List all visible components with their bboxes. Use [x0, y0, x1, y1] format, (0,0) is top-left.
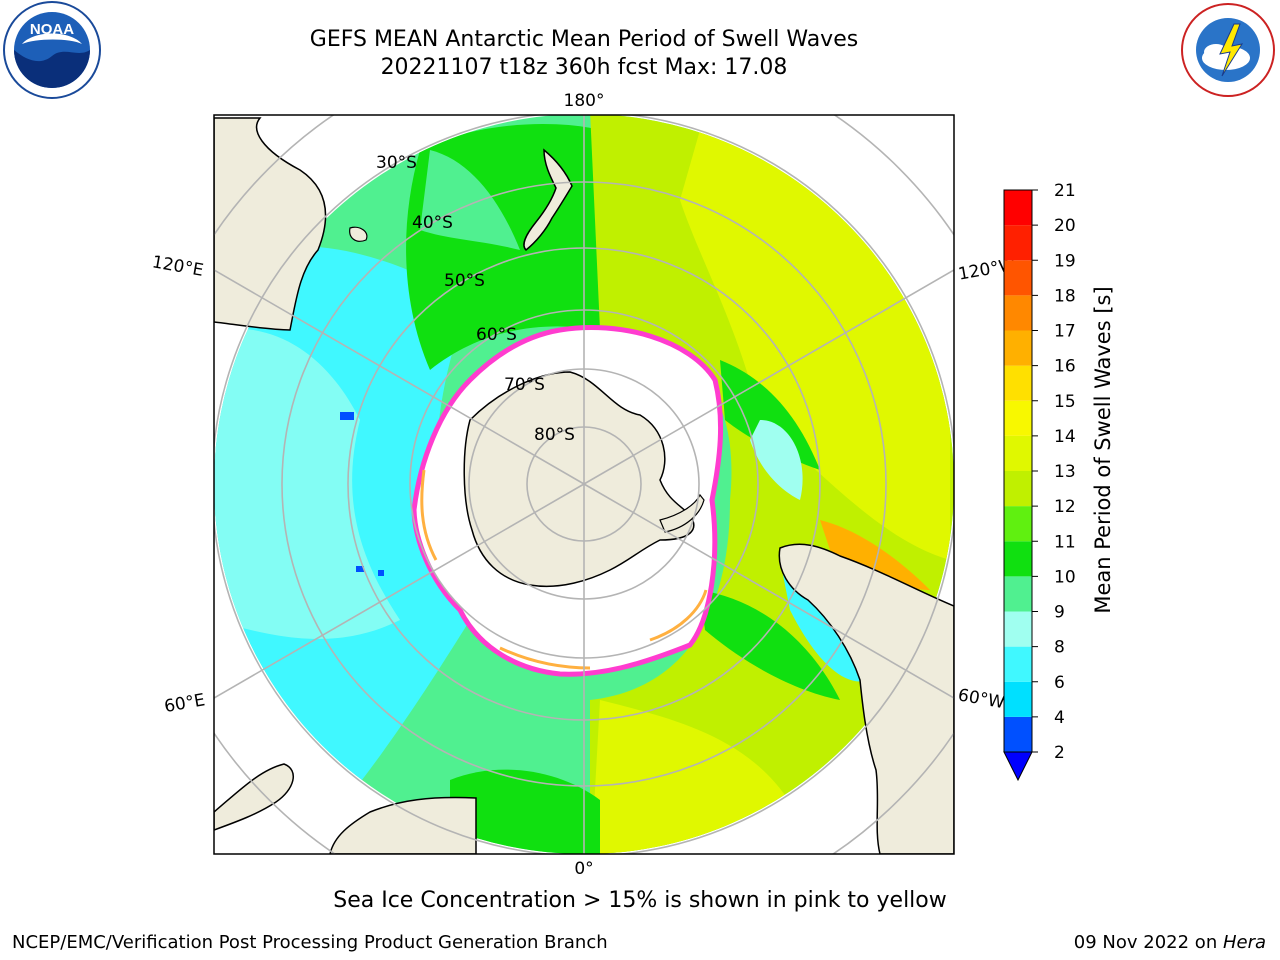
- colorbar: 2 4 6 8 9 10 11 12 13 14 15 16 17 18 19 20 21: [1003, 181, 1076, 782]
- footer-date: 09 Nov 2022 on Hera: [1074, 932, 1266, 953]
- colorbar-tick-label: 21: [1054, 181, 1076, 201]
- lat-label-70s: 70°S: [504, 375, 545, 395]
- colorbar-segment: [1004, 611, 1032, 647]
- nws-logo: [1181, 3, 1275, 97]
- colorbar-segment: [1004, 716, 1032, 752]
- colorbar-segment: [1004, 576, 1032, 612]
- madagascar: [214, 763, 294, 831]
- colorbar-segment: [1004, 681, 1032, 717]
- chart-title: GEFS MEAN Antarctic Mean Period of Swell…: [309, 27, 859, 52]
- footer-host: Hera: [1222, 932, 1266, 953]
- lon-label-60w: 60°W: [956, 685, 1006, 713]
- noaa-logo: NOAA: [3, 1, 101, 99]
- colorbar-segment: [1004, 365, 1032, 401]
- colorbar-segment: [1004, 471, 1032, 507]
- lat-label-30s: 30°S: [376, 153, 417, 173]
- colorbar-segment: [1004, 190, 1032, 226]
- colorbar-segment: [1004, 646, 1032, 682]
- colorbar-tick-label: 17: [1054, 322, 1076, 342]
- lat-label-80s: 80°S: [534, 425, 575, 445]
- south-america: [778, 543, 954, 854]
- colorbar-tick-label: 14: [1054, 427, 1076, 447]
- colorbar-tick-label: 18: [1054, 286, 1076, 306]
- colorbar-segment: [1004, 260, 1032, 296]
- colorbar-tick-label: 12: [1054, 497, 1076, 517]
- lat-label-60s: 60°S: [476, 325, 517, 345]
- colorbar-tick-label: 4: [1054, 708, 1065, 728]
- colorbar-tick-label: 11: [1054, 532, 1076, 552]
- svg-text:NOAA: NOAA: [30, 21, 74, 38]
- ice-edge: [411, 325, 724, 677]
- lon-label-180: 180°: [564, 91, 605, 111]
- colorbar-segment: [1004, 541, 1032, 577]
- sea-ice-caption: Sea Ice Concentration > 15% is shown in …: [333, 888, 947, 913]
- colorbar-segment: [1004, 295, 1032, 331]
- new-zealand: [523, 148, 573, 252]
- lon-label-120e: 120°E: [151, 252, 205, 281]
- colorbar-segment: [1004, 225, 1032, 261]
- footer-date-text: 09 Nov 2022 on: [1073, 932, 1223, 953]
- colorbar-tick-label: 8: [1054, 638, 1065, 658]
- map-frame: [213, 114, 955, 855]
- lat-label-40s: 40°S: [412, 213, 453, 233]
- colorbar-tick-label: 10: [1054, 567, 1076, 587]
- colorbar-tick-label: 16: [1054, 357, 1076, 377]
- colorbar-segment: [1004, 506, 1032, 542]
- colorbar-segment: [1004, 330, 1032, 366]
- footer-credit: NCEP/EMC/Verification Post Processing Pr…: [12, 932, 608, 953]
- colorbar-tick-label: 20: [1054, 216, 1076, 236]
- australia: [214, 117, 327, 331]
- chart-subtitle: 20221107 t18z 360h fcst Max: 17.08: [380, 55, 788, 80]
- colorbar-label: Mean Period of Swell Waves [s]: [1091, 286, 1115, 613]
- colorbar-segment: [1004, 435, 1032, 471]
- colorbar-tick-label: 6: [1054, 673, 1065, 693]
- antarctica: [463, 371, 695, 588]
- lon-label-0: 0°: [574, 859, 593, 879]
- longitude-grid: [214, 115, 954, 854]
- colorbar-tick-label: 15: [1054, 392, 1076, 412]
- colorbar-segment: [1004, 400, 1032, 436]
- colorbar-extend-triangle: [1003, 751, 1033, 782]
- colorbar-tick-label: 13: [1054, 462, 1076, 482]
- colorbar-tick-label: 2: [1054, 743, 1065, 763]
- colorbar-tick-label: 19: [1054, 251, 1076, 271]
- lon-label-60e: 60°E: [163, 690, 207, 717]
- ice-edge-orange: [420, 469, 708, 670]
- colorbar-tick-label: 9: [1054, 603, 1065, 623]
- lat-label-50s: 50°S: [444, 271, 485, 291]
- africa: [329, 796, 477, 854]
- svg-text:Mean Period of Swell Waves [s]: Mean Period of Swell Waves [s]: [1091, 286, 1115, 613]
